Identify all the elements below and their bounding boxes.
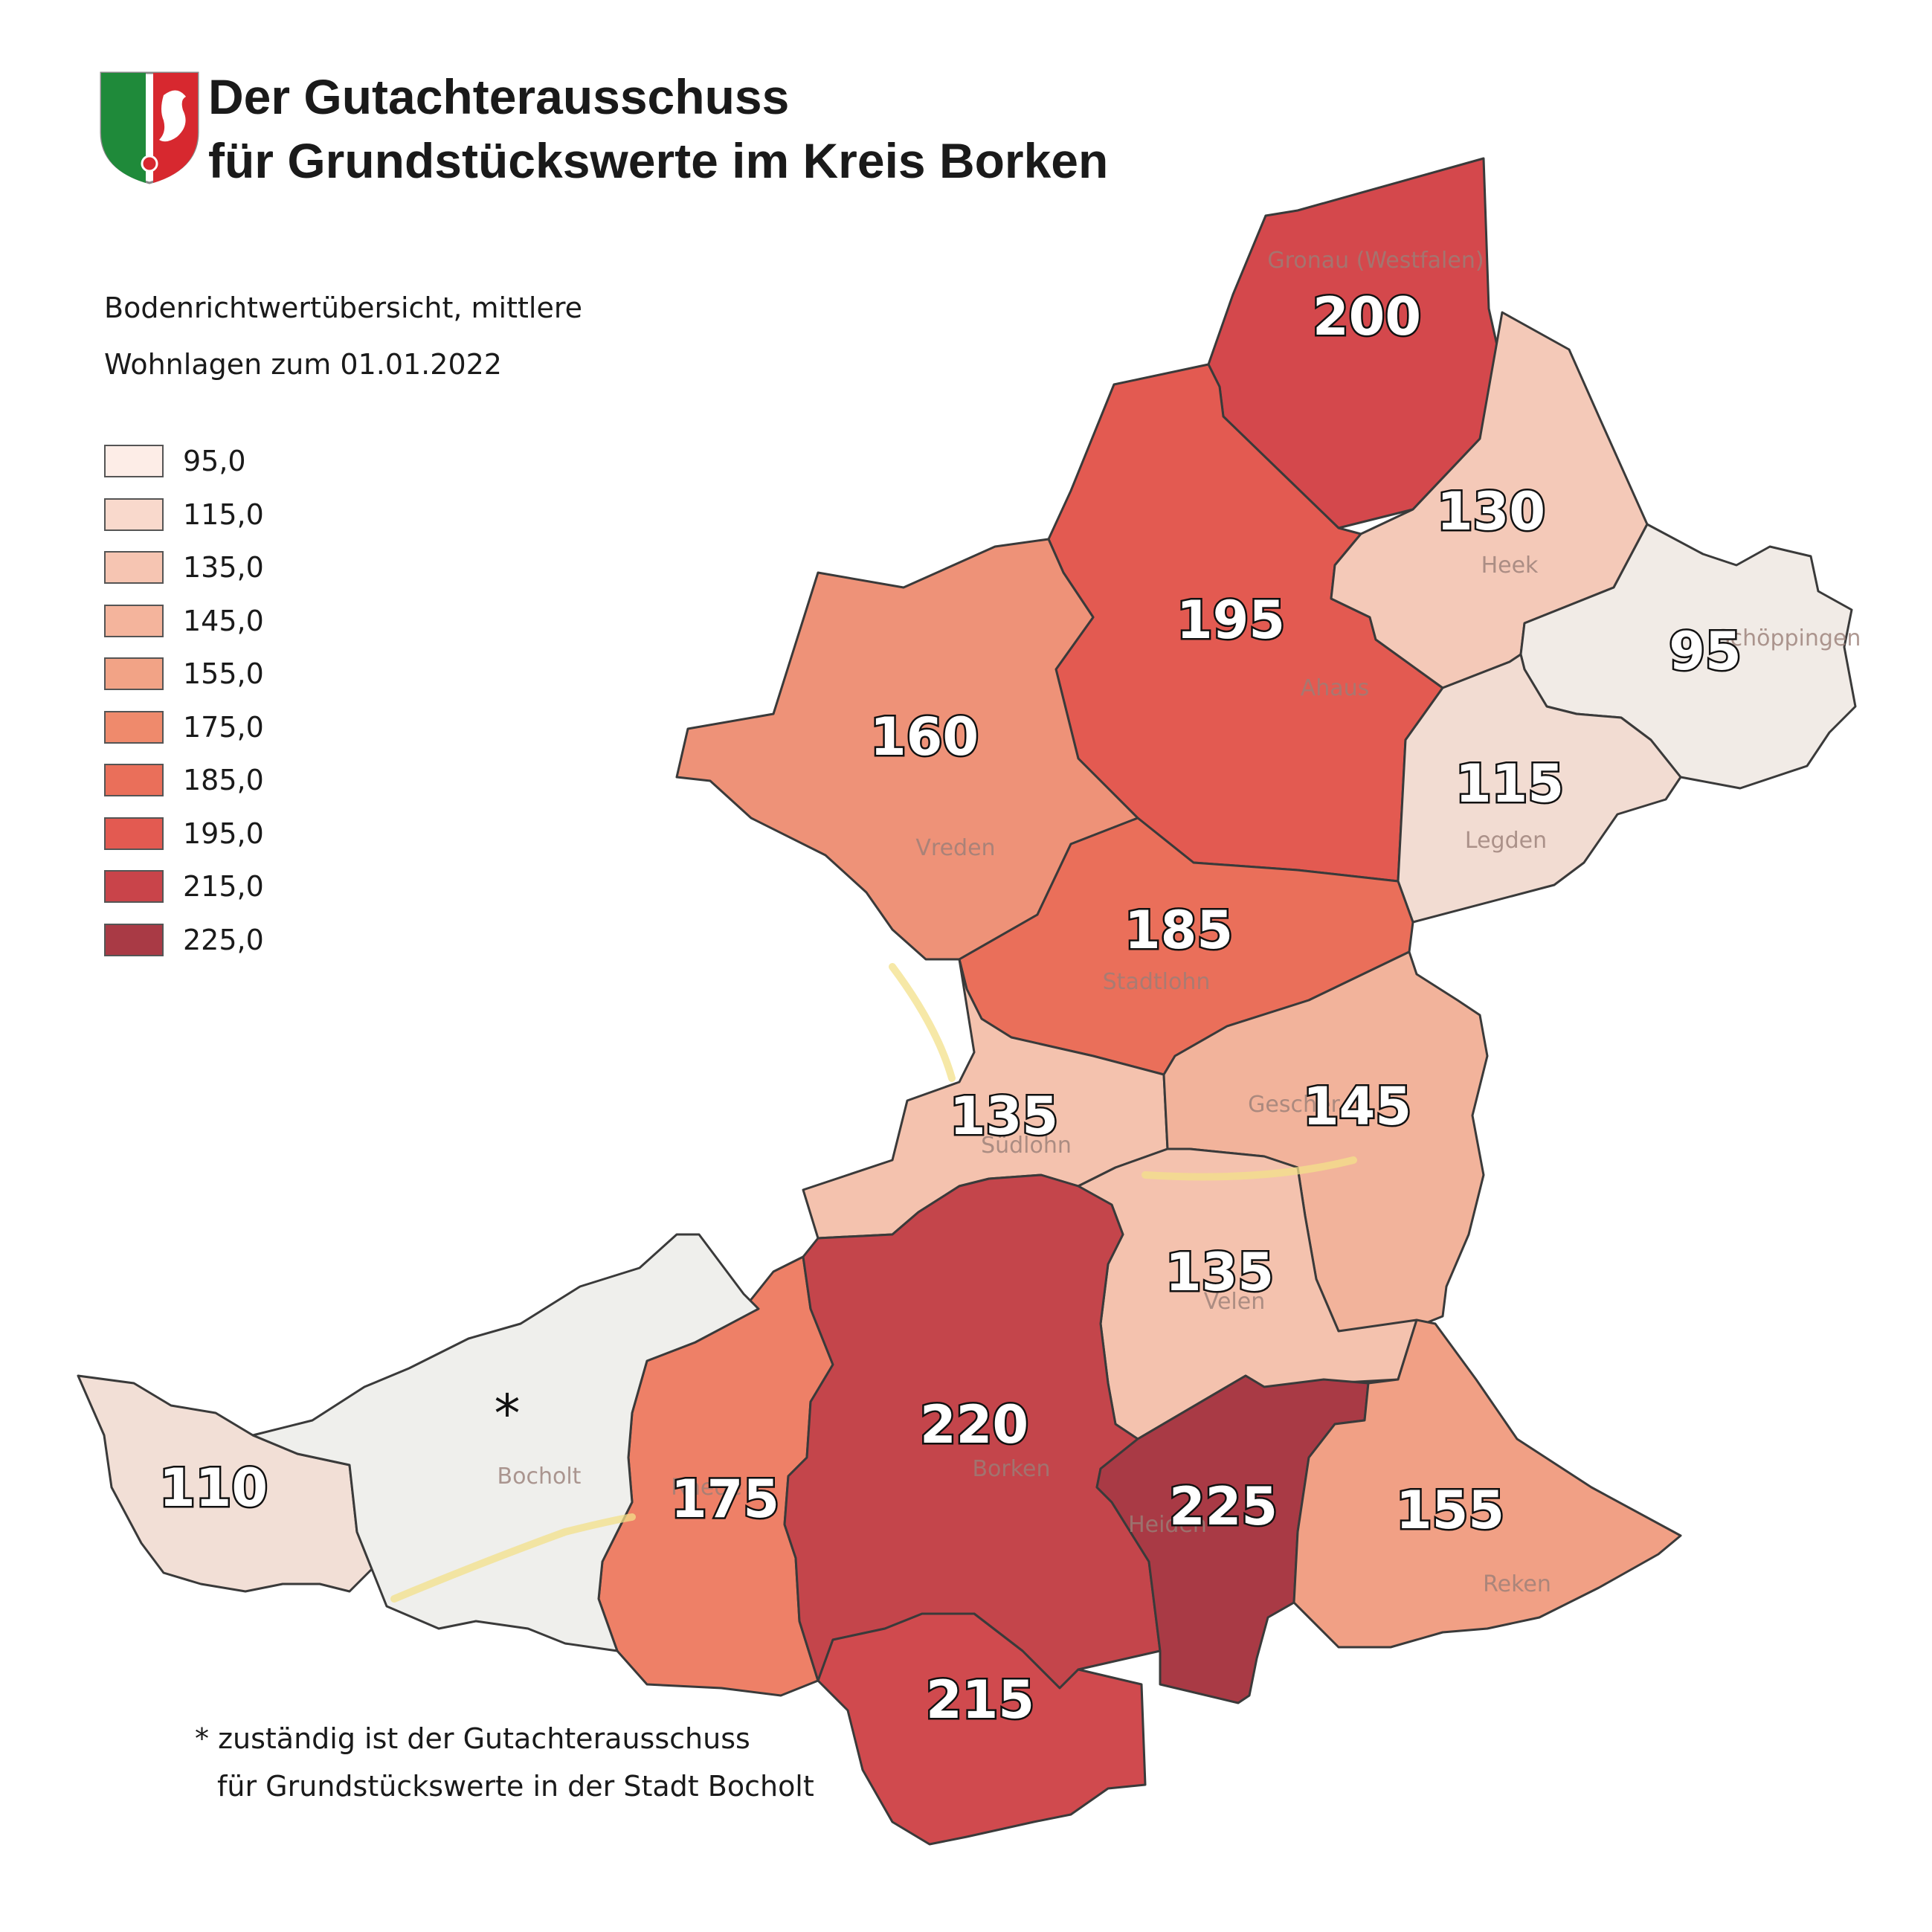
place-label-borken: Borken [972,1456,1050,1482]
legend-swatch [104,870,164,903]
footnote-line-1: * zuständig ist der Gutachterausschuss [195,1722,750,1755]
value-label-heek: 130 [1437,481,1545,542]
value-label-schoeppingen: 95 [1669,621,1741,682]
legend-item: 175,0 [104,710,327,747]
legend-item: 225,0 [104,923,327,959]
place-label-stadtlohn: Stadtlohn [1103,969,1211,995]
place-label-heek: Heek [1481,553,1539,579]
legend-label: 225,0 [183,923,264,956]
place-label-velen: Velen [1204,1289,1265,1315]
legend-swatch [104,604,164,637]
place-label-reken: Reken [1483,1571,1551,1597]
region-heiden[interactable] [1095,1374,1370,1704]
legend-label: 195,0 [183,817,264,850]
place-label-rhede: Rhede [671,1475,742,1501]
region-bocholt[interactable] [251,1233,760,1652]
value-label-rhede: 175 [671,1469,779,1530]
legend-item: 115,0 [104,498,327,534]
legend-swatch [104,445,164,477]
place-label-legden: Legden [1465,828,1547,854]
footnote: * zuständig ist der Gutachterausschuss f… [195,1715,814,1810]
subtitle-line-1: Bodenrichtwertübersicht, mittlere [104,292,583,324]
legend-swatch [104,817,164,850]
place-label-suedlohn: Südlohn [981,1133,1072,1159]
value-label-gronau: 200 [1313,286,1421,347]
legend-swatch [104,764,164,796]
legend-item: 195,0 [104,817,327,853]
legend-swatch [104,498,164,531]
legend-label: 145,0 [183,604,264,637]
value-labels: 200 195 130 95 160 115 185 135 145 135 175 220 225 15… [157,285,1743,1733]
value-label-velen: 135 [1165,1242,1274,1303]
legend-item: 95,0 [104,445,327,480]
legend-swatch [104,657,164,690]
footnote-line-2: für Grundstückswerte in der Stadt Bochol… [217,1770,814,1803]
region-schoeppingen[interactable] [1519,523,1857,790]
place-label-gronau: Gronau (Westfalen) [1267,248,1484,274]
road-line [390,1513,636,1603]
value-label-stadtlohn: 185 [1124,900,1233,961]
nrw-coat-of-arms-icon [100,71,199,184]
value-label-suedlohn: 135 [950,1086,1058,1147]
legend-label: 135,0 [183,551,264,584]
legend-item: 145,0 [104,604,327,640]
legend-item: 155,0 [104,657,327,693]
value-label-ahaus: 195 [1176,590,1285,651]
legend-label: 175,0 [183,710,264,744]
value-label-heiden: 225 [1169,1476,1278,1537]
legend-swatch [104,923,164,956]
value-label-gescher: 145 [1303,1076,1411,1137]
legend-swatch [104,710,164,744]
place-label-vreden: Vreden [915,835,995,861]
value-label-raesfeld: 215 [926,1669,1034,1730]
legend-item: 135,0 [104,551,327,587]
title-line-1: Der Gutachterausschuss [208,69,790,124]
legend-swatch [104,551,164,584]
legend-label: 215,0 [183,870,264,903]
value-label-reken: 155 [1396,1480,1504,1541]
value-label-isselburg: 110 [159,1458,268,1519]
region-raesfeld[interactable] [817,1612,1147,1846]
legend-label: 95,0 [183,445,246,477]
road-line [1142,1156,1357,1181]
place-label-heiden: Heiden [1128,1512,1207,1538]
value-label-borken: 220 [920,1394,1028,1455]
region-isselburg[interactable] [77,1374,373,1593]
legend-label: 155,0 [183,657,264,690]
road-line [889,963,956,1082]
value-label-legden: 115 [1455,753,1564,814]
legend-item: 215,0 [104,870,327,906]
place-label-bocholt: Bocholt [498,1464,582,1490]
region-reken[interactable] [1292,1318,1682,1649]
legend-label: 185,0 [183,764,264,796]
value-label-vreden: 160 [870,706,979,767]
place-labels: Gronau (Westfalen) Ahaus Heek Schöppingen Vr… [498,248,1861,1597]
asterisk-marker: * [495,1383,521,1444]
legend-label: 115,0 [183,498,264,531]
place-label-schoeppingen: Schöppingen [1716,625,1861,651]
place-label-ahaus: Ahaus [1301,675,1370,701]
subtitle-line-2: Wohnlagen zum 01.01.2022 [104,348,502,381]
legend-item: 185,0 [104,764,327,799]
title-line-2: für Grundstückswerte im Kreis Borken [208,133,1109,188]
place-label-gescher: Gescher [1248,1092,1340,1118]
